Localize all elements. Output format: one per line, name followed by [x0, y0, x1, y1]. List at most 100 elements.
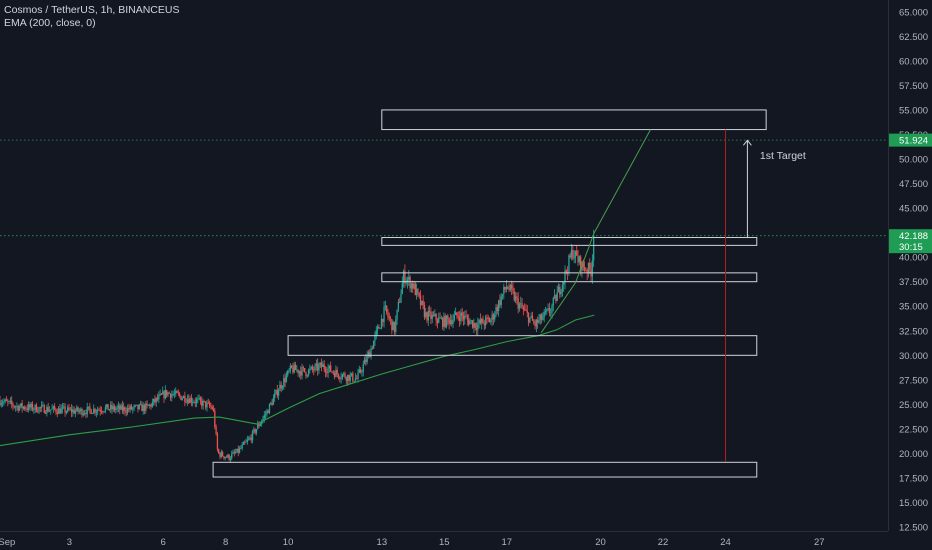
candle-body: [382, 318, 384, 323]
candle-body: [585, 270, 587, 271]
candle-body: [401, 283, 403, 295]
x-tick-label: 6: [160, 537, 165, 548]
candle-body: [238, 448, 241, 453]
candle-body: [539, 314, 541, 320]
candle-body: [99, 409, 101, 412]
candle-body: [106, 404, 108, 408]
candle-body: [85, 413, 87, 415]
candle-body: [404, 271, 406, 284]
y-tick-label: 60.000: [899, 56, 928, 67]
candle-body: [76, 407, 78, 411]
candle-body: [462, 316, 465, 320]
candle-body: [408, 276, 410, 280]
candle-body: [453, 315, 456, 320]
candle-body: [393, 321, 396, 333]
candle-body: [468, 319, 470, 325]
candle-body: [151, 402, 153, 407]
candle-body: [439, 317, 441, 319]
y-tick-label: 65.000: [899, 7, 928, 18]
candle-body: [232, 452, 234, 454]
candle-body: [556, 292, 558, 302]
candle-body: [139, 404, 142, 405]
candles: [0, 229, 595, 462]
candle-body: [172, 394, 174, 396]
candle-body: [426, 312, 428, 321]
candle-body: [546, 309, 548, 312]
candle-body: [39, 407, 42, 409]
candle-body: [367, 352, 370, 356]
candle-body: [484, 317, 487, 326]
x-tick-label: 13: [377, 537, 388, 548]
candle-body: [458, 317, 461, 321]
candle-body: [236, 448, 238, 453]
candle-body: [124, 407, 126, 412]
candle-body: [419, 295, 422, 305]
candle-body: [214, 410, 216, 427]
candle-body: [550, 312, 552, 314]
candle-body: [474, 323, 476, 329]
candle-body: [508, 288, 510, 290]
current-price-badge: [889, 229, 932, 254]
candle-body: [82, 413, 84, 416]
candle-body: [142, 405, 144, 412]
candle-body: [52, 406, 55, 409]
candle-body: [297, 369, 299, 374]
candle-body: [165, 389, 168, 396]
candle-body: [198, 397, 200, 399]
candle-body: [387, 312, 389, 317]
candle-body: [31, 403, 34, 410]
y-tick-label: 47.500: [899, 179, 928, 190]
candle-body: [171, 394, 173, 398]
candle-body: [421, 300, 423, 305]
y-tick-label: 35.000: [899, 302, 928, 313]
y-tick-label: 30.000: [899, 351, 928, 362]
candle-body: [123, 407, 125, 411]
candle-body: [488, 319, 491, 323]
candle-body: [43, 405, 45, 414]
candle-body: [25, 408, 27, 410]
candle-body: [294, 364, 297, 371]
candle-body: [582, 261, 584, 268]
candle-body: [258, 424, 260, 426]
x-tick-label: 24: [720, 537, 731, 548]
candle-body: [538, 319, 540, 323]
candle-body: [555, 295, 557, 302]
candle-body: [350, 373, 353, 376]
current-price-countdown: 30:15: [899, 242, 923, 253]
candle-body: [60, 408, 62, 414]
candle-body: [466, 316, 469, 320]
candle-body: [26, 408, 28, 410]
candle-body: [461, 312, 463, 317]
candle-body: [544, 311, 547, 313]
candle-body: [492, 314, 495, 320]
candle-body: [234, 452, 237, 454]
candle-body: [430, 311, 432, 320]
candle-body: [306, 375, 308, 377]
support-resistance-zone: [381, 109, 767, 131]
candle-body: [69, 408, 71, 410]
candle-body: [267, 410, 269, 414]
candle-body: [211, 406, 213, 409]
candle-body: [241, 444, 243, 449]
candle-body: [184, 395, 186, 402]
candle-body: [205, 401, 207, 408]
candle-body: [89, 406, 91, 410]
candle-body: [227, 454, 229, 458]
candle-body: [479, 319, 482, 324]
candle-body: [5, 399, 8, 402]
candle-body: [167, 392, 169, 396]
candle-body: [186, 399, 189, 402]
candle-body: [337, 374, 340, 378]
candle-body: [415, 288, 418, 296]
candle-body: [456, 312, 458, 317]
x-tick-label: 3: [67, 537, 72, 548]
candle-body: [141, 404, 143, 412]
candle-body: [494, 314, 496, 320]
candle-body: [530, 315, 532, 318]
candle-body: [94, 408, 96, 413]
candle-body: [182, 395, 185, 399]
candle-body: [553, 295, 556, 299]
candle-body: [345, 377, 347, 381]
candle-body: [380, 318, 383, 329]
